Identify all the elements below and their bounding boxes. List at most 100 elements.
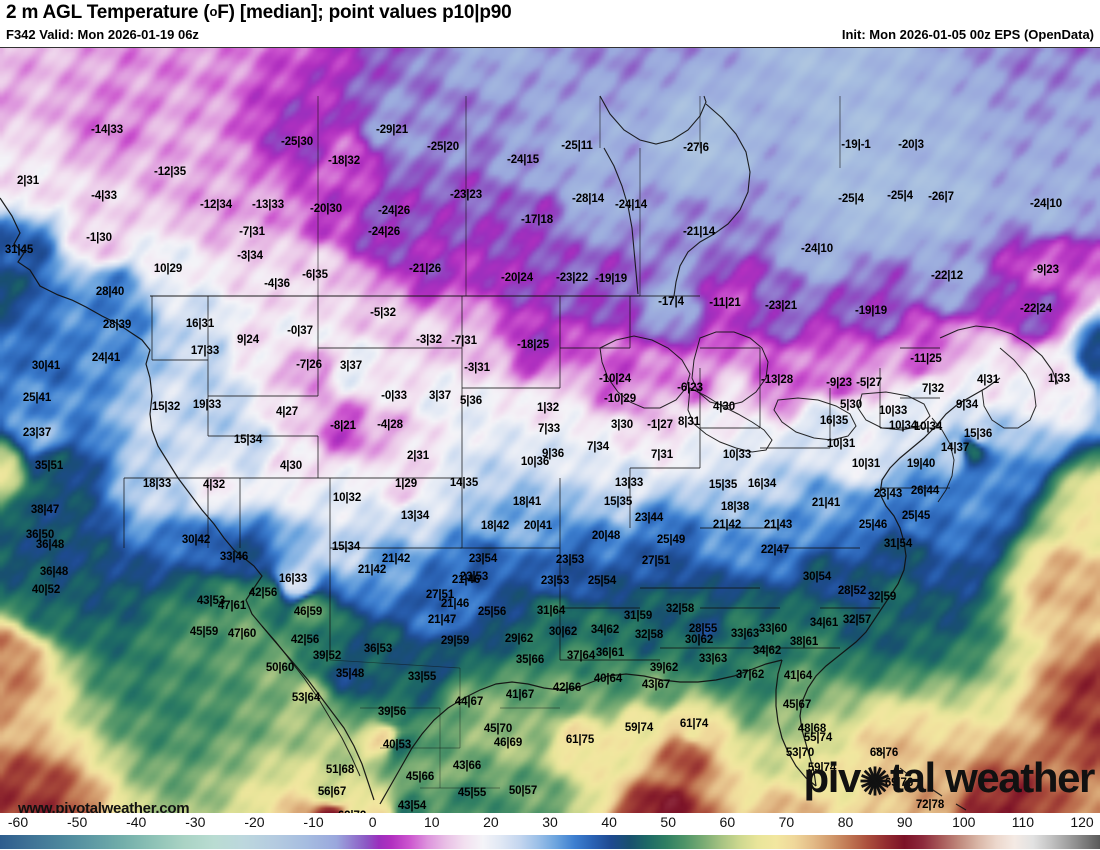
point-value: 13|34 — [400, 510, 430, 522]
point-value: -25|4 — [887, 190, 913, 202]
point-value: 21|42 — [381, 553, 411, 565]
point-value: 19|40 — [906, 458, 936, 470]
point-value: -0|37 — [287, 325, 313, 337]
point-value: 2|31 — [16, 175, 40, 187]
point-value: 5|30 — [839, 399, 863, 411]
point-value: 5|36 — [459, 395, 483, 407]
temperature-field — [0, 48, 1100, 814]
point-value: 28|39 — [102, 319, 132, 331]
map-border-path — [773, 397, 857, 441]
point-value: 1|33 — [1047, 373, 1071, 385]
point-value: 51|68 — [325, 764, 355, 776]
point-value: -18|25 — [516, 339, 550, 351]
point-value: 21|43 — [763, 519, 793, 531]
point-value: 42|56 — [248, 587, 278, 599]
point-value: 23|53 — [555, 554, 585, 566]
point-value: -21|14 — [682, 226, 716, 238]
point-value: 37|64 — [566, 650, 596, 662]
point-value: 53|64 — [291, 692, 321, 704]
point-value: 23|53 — [540, 575, 570, 587]
point-value: 40|52 — [31, 584, 61, 596]
point-value: 10|33 — [878, 405, 908, 417]
colorbar-ticks: -60 -50 -40 -30 -20 -10 0 10 20 30 40 50 60 70 80 90 100… — [0, 813, 1100, 835]
point-value: -10|29 — [603, 393, 637, 405]
point-value: -25|11 — [561, 140, 593, 152]
point-value: -4|33 — [91, 190, 117, 202]
point-value: 41|64 — [783, 670, 813, 682]
colorbar-tick: -20 — [244, 814, 265, 830]
point-value: 21|42 — [357, 564, 387, 576]
point-value: 25|41 — [22, 392, 52, 404]
point-value: 38|47 — [30, 504, 60, 516]
point-value: -7|31 — [239, 226, 265, 238]
point-value: -28|14 — [571, 193, 605, 205]
point-value: -25|30 — [280, 136, 314, 148]
point-value: 7|31 — [650, 449, 674, 461]
map-vector-overlay — [0, 95, 1059, 811]
point-value: 40|64 — [593, 673, 623, 685]
point-value: 1|32 — [536, 402, 560, 414]
colorbar-tick: 80 — [837, 814, 854, 830]
map-border-path — [673, 103, 751, 297]
weather-map[interactable]: 2|31 -14|33 -4|33 -1|30 -12|35 10|29 -12|34 -13… — [0, 47, 1100, 814]
point-value: 30|62 — [548, 626, 578, 638]
map-border-path — [691, 331, 769, 407]
point-value: 29|62 — [504, 633, 534, 645]
point-value: 46|59 — [293, 606, 323, 618]
colorbar-tick: -60 — [7, 814, 29, 830]
map-border-path — [857, 391, 931, 431]
point-value: 4|27 — [275, 406, 299, 418]
logo-text-a: piv — [803, 754, 862, 801]
map-border-path — [599, 95, 707, 145]
point-value: 33|55 — [407, 671, 437, 683]
point-value: 3|37 — [339, 360, 363, 372]
point-value: 34|61 — [809, 617, 839, 629]
point-value: 45|55 — [457, 787, 487, 799]
point-value: -18|32 — [327, 155, 361, 167]
point-value: 25|56 — [477, 606, 507, 618]
point-value: -7|31 — [451, 335, 477, 347]
header-bar: 2 m AGL Temperature (oF) [median]; point… — [0, 0, 1100, 46]
point-value: 28|52 — [837, 585, 867, 597]
point-value: 10|36 — [520, 456, 550, 468]
point-value: 34|62 — [590, 624, 620, 636]
colorbar-tick: 110 — [1011, 814, 1035, 830]
colorbar-tick: 90 — [896, 814, 913, 830]
point-value: 68|76 — [869, 747, 899, 759]
map-border-path — [929, 787, 943, 797]
colorbar-tick: 60 — [719, 814, 736, 830]
point-value: 14|37 — [940, 442, 970, 454]
point-value: -6|23 — [677, 382, 703, 394]
point-value: 43|54 — [397, 800, 427, 812]
point-value: 59|74 — [624, 722, 654, 734]
point-value: 20|41 — [523, 520, 553, 532]
point-value: 15|34 — [331, 541, 361, 553]
point-value: 3|37 — [428, 390, 452, 402]
gear-sun-icon — [860, 758, 890, 796]
point-value: 32|57 — [842, 614, 872, 626]
point-value: 41|67 — [505, 689, 535, 701]
point-value: -20|3 — [898, 139, 924, 151]
point-value: 36|48 — [35, 539, 65, 551]
point-value: 23|43 — [873, 488, 903, 500]
point-value: 9|34 — [955, 399, 979, 411]
point-value: -9|23 — [1033, 264, 1059, 276]
point-value: 48|68 — [797, 723, 827, 735]
point-value: -19|-1 — [841, 139, 871, 151]
point-value: -19|19 — [854, 305, 888, 317]
colorbar-tick: 70 — [778, 814, 795, 830]
point-value: 39|62 — [649, 662, 679, 674]
point-value: 23|37 — [22, 427, 52, 439]
point-value: -0|33 — [381, 390, 407, 402]
site-url-watermark: www.pivotalweather.com — [18, 800, 190, 814]
point-value: 47|61 — [217, 600, 247, 612]
point-value: 61|75 — [565, 734, 595, 746]
point-value: 27|51 — [425, 589, 455, 601]
point-value: 7|33 — [537, 423, 561, 435]
point-value: 43|67 — [641, 679, 671, 691]
point-value: -20|30 — [309, 203, 343, 215]
page-title: 2 m AGL Temperature (oF) [median]; point… — [6, 2, 512, 24]
point-value: 39|52 — [312, 650, 342, 662]
point-value: 4|30 — [712, 401, 736, 413]
point-value: -13|28 — [760, 374, 794, 386]
